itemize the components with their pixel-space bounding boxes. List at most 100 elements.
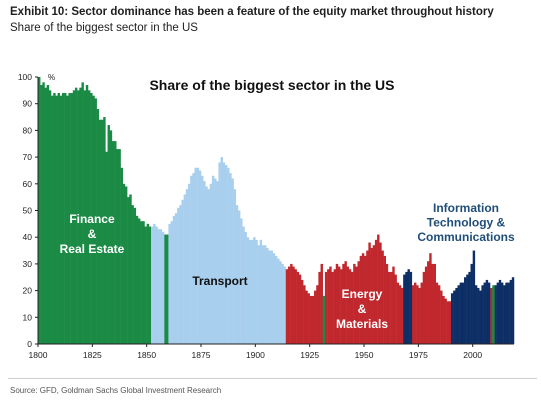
bar-1981 (431, 263, 434, 344)
bar-1893 (240, 218, 243, 344)
bar-1808 (55, 95, 58, 344)
bar-1983 (435, 282, 439, 344)
bar-1807 (53, 93, 56, 345)
bar-1960 (385, 263, 389, 344)
x-tick-label: 1875 (192, 350, 211, 360)
x-axis-ticks: 1800 1825 1850 1875 1900 1925 1950 1975 2000 (29, 344, 482, 360)
bar-1874 (198, 170, 202, 344)
annotation-finance: & (88, 227, 97, 241)
bar-2005 (483, 282, 486, 344)
bar-1880 (211, 175, 215, 344)
bar-1849 (144, 226, 147, 344)
bar-1909 (274, 255, 278, 344)
bar-1940 (342, 263, 345, 344)
bar-1951 (366, 250, 369, 344)
x-tick-label: 2000 (463, 350, 482, 360)
bar-1950 (364, 255, 367, 344)
y-tick-label: 10 (23, 312, 33, 322)
bar-1903 (261, 245, 265, 344)
bar-1980 (429, 253, 432, 344)
bar-1984 (437, 285, 441, 344)
bar-1891 (235, 205, 239, 344)
sector-annotations: Finance&Real EstateTransportEnergy&Mater… (60, 201, 515, 331)
bar-1852 (151, 226, 154, 344)
bar-1959 (383, 255, 387, 344)
bar-1824 (90, 93, 93, 345)
bar-1896 (246, 237, 250, 344)
bar-1974 (416, 285, 419, 344)
bar-1888 (229, 173, 232, 344)
bar-1990 (450, 293, 454, 344)
bar-1997 (466, 274, 469, 344)
annotation-transport: Transport (192, 274, 247, 288)
annotation-tech: Communications (417, 230, 515, 244)
y-tick-label: 30 (23, 259, 33, 269)
bar-1819 (79, 87, 82, 345)
bar-1963 (392, 266, 395, 344)
bar-1897 (248, 239, 252, 344)
bar-1956 (377, 234, 380, 344)
bar-1966 (398, 285, 402, 344)
bar-1923 (305, 290, 308, 344)
bar-1905 (266, 247, 269, 344)
bar-1867 (183, 194, 187, 344)
bar-2011 (496, 282, 500, 344)
bar-1885 (222, 162, 226, 344)
bar-1805 (48, 90, 52, 344)
bar-1995 (461, 282, 465, 344)
bar-2008 (490, 287, 493, 344)
bar-1830 (103, 117, 106, 344)
bar-1970 (407, 269, 410, 344)
bar-1821 (83, 90, 87, 344)
bar-1809 (57, 93, 60, 345)
bar-1924 (307, 293, 310, 344)
bar-1871 (192, 173, 195, 344)
x-tick-label: 1800 (29, 350, 48, 360)
bar-1883 (218, 162, 221, 344)
bar-1850 (146, 223, 150, 344)
bar-1895 (244, 231, 247, 344)
bar-1846 (137, 218, 141, 344)
bar-1906 (268, 250, 271, 344)
bar-1843 (131, 205, 134, 344)
bar-1999 (470, 263, 473, 344)
bar-1802 (42, 82, 45, 344)
bar-1991 (453, 290, 456, 344)
bar-1943 (348, 269, 352, 344)
bar-series (38, 77, 515, 345)
bar-1947 (357, 261, 360, 344)
bar-1836 (116, 149, 119, 344)
bar-1803 (44, 87, 47, 345)
bar-1953 (370, 247, 373, 344)
bar-1949 (361, 253, 365, 344)
bar-1915 (287, 266, 291, 344)
source-note: Source: GFD, Goldman Sachs Global Invest… (10, 386, 222, 395)
bar-1957 (379, 242, 382, 344)
bar-1828 (98, 119, 102, 344)
bar-2004 (481, 285, 484, 344)
bar-1902 (259, 239, 263, 344)
y-tick-label: 70 (23, 152, 33, 162)
bar-1994 (459, 282, 463, 344)
bar-1822 (85, 85, 89, 344)
bar-1865 (179, 205, 182, 344)
bar-1804 (46, 85, 50, 344)
x-tick-label: 1850 (137, 350, 156, 360)
bar-1901 (257, 245, 260, 344)
annotation-energy: Energy (342, 287, 383, 301)
bar-1968 (403, 274, 406, 344)
bar-1900 (255, 239, 258, 344)
bar-1941 (344, 261, 347, 344)
bar-1926 (311, 295, 315, 344)
bar-1862 (172, 215, 176, 344)
bar-1860 (168, 223, 171, 344)
bar-1935 (331, 271, 334, 344)
bar-1811 (61, 93, 65, 345)
y-tick-label: 50 (23, 206, 33, 216)
bar-1800 (38, 77, 41, 344)
bar-1988 (446, 301, 450, 344)
y-tick-label: 0 (27, 339, 32, 349)
bar-1854 (155, 226, 158, 344)
bar-1818 (77, 90, 80, 344)
